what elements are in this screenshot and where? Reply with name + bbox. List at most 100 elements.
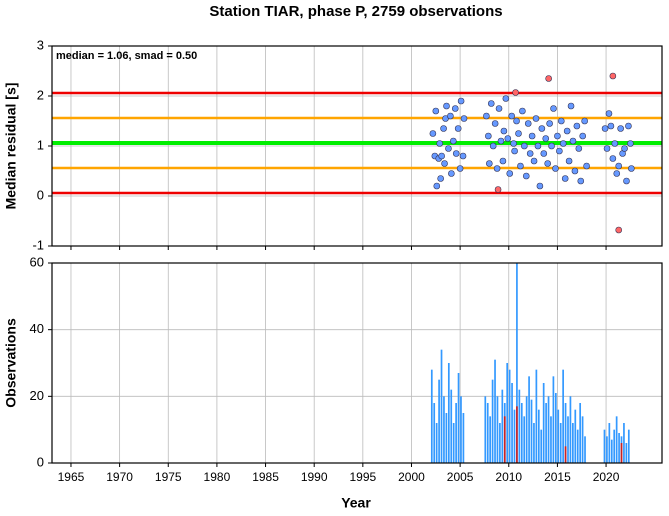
data-point bbox=[499, 157, 507, 165]
data-point bbox=[448, 170, 455, 177]
bar bbox=[443, 396, 445, 463]
bar bbox=[610, 439, 613, 463]
bar bbox=[625, 443, 628, 463]
data-point bbox=[497, 137, 505, 145]
bar bbox=[559, 423, 562, 463]
data-point bbox=[583, 162, 590, 170]
bar bbox=[569, 396, 572, 463]
bar bbox=[567, 416, 569, 463]
data-point bbox=[605, 110, 613, 117]
bar bbox=[557, 409, 560, 463]
bar bbox=[540, 429, 543, 463]
data-point bbox=[573, 122, 581, 130]
bar bbox=[447, 363, 450, 463]
bar bbox=[491, 379, 494, 463]
bar bbox=[579, 403, 582, 463]
bar bbox=[438, 379, 440, 463]
data-point bbox=[550, 105, 557, 112]
bar bbox=[445, 413, 448, 463]
bar bbox=[564, 403, 567, 463]
x-tick-label: 2005 bbox=[447, 470, 474, 484]
bar bbox=[562, 369, 564, 463]
data-point bbox=[441, 160, 448, 167]
bar bbox=[440, 349, 443, 463]
bar bbox=[615, 416, 618, 463]
bar bbox=[542, 383, 545, 463]
data-point bbox=[556, 147, 563, 155]
data-point bbox=[526, 150, 534, 157]
x-tick-label: 2010 bbox=[495, 470, 522, 484]
data-point bbox=[524, 120, 532, 127]
data-point bbox=[609, 72, 617, 80]
data-point bbox=[521, 142, 528, 150]
bar bbox=[462, 413, 465, 463]
bar bbox=[574, 409, 577, 463]
data-point bbox=[607, 122, 615, 130]
bar bbox=[603, 429, 606, 463]
data-point bbox=[603, 145, 611, 152]
data-point bbox=[511, 147, 518, 155]
data-point bbox=[450, 137, 457, 145]
data-point bbox=[510, 140, 517, 147]
bar bbox=[516, 406, 518, 463]
y-tick-label: 20 bbox=[30, 388, 44, 403]
bar bbox=[608, 423, 611, 463]
bar bbox=[433, 403, 436, 463]
x-tick-label: 1975 bbox=[155, 470, 182, 484]
data-point bbox=[561, 175, 569, 182]
data-point bbox=[613, 170, 621, 177]
data-point bbox=[545, 75, 552, 82]
data-point bbox=[528, 132, 536, 140]
x-tick-label: 2015 bbox=[544, 470, 571, 484]
data-point bbox=[609, 155, 617, 162]
data-point bbox=[530, 157, 538, 165]
bar bbox=[523, 416, 526, 463]
y-tick-label: 1 bbox=[37, 137, 44, 152]
data-point bbox=[579, 132, 587, 140]
bar bbox=[494, 359, 496, 463]
bar bbox=[623, 423, 625, 463]
chart-title: Station TIAR, phase P, 2759 observations bbox=[209, 3, 502, 20]
data-point bbox=[548, 142, 555, 150]
data-point bbox=[617, 125, 624, 132]
data-point bbox=[544, 160, 551, 167]
data-point bbox=[534, 142, 542, 150]
bar bbox=[484, 396, 487, 463]
bar bbox=[460, 396, 462, 463]
data-point bbox=[451, 105, 459, 112]
data-point bbox=[532, 115, 540, 122]
x-tick-label: 1990 bbox=[301, 470, 328, 484]
plot-frame bbox=[51, 45, 663, 247]
bar bbox=[513, 409, 516, 463]
data-point bbox=[517, 162, 524, 170]
bar bbox=[581, 416, 584, 463]
x-tick-label: 1970 bbox=[106, 470, 133, 484]
data-point bbox=[611, 140, 619, 147]
data-point bbox=[552, 165, 559, 172]
bar bbox=[516, 263, 518, 463]
bar bbox=[535, 369, 538, 463]
y-tick-label: 3 bbox=[37, 37, 44, 52]
x-tick-label: 1995 bbox=[349, 470, 376, 484]
y-axis-title: Observations bbox=[3, 318, 19, 408]
data-point bbox=[512, 89, 519, 96]
data-point bbox=[623, 177, 630, 185]
data-point bbox=[559, 140, 567, 147]
bar bbox=[627, 429, 630, 463]
bar bbox=[503, 416, 506, 463]
bar bbox=[613, 429, 616, 463]
data-point bbox=[601, 125, 609, 132]
data-point bbox=[542, 135, 550, 142]
bar bbox=[452, 423, 455, 463]
data-point bbox=[436, 140, 443, 147]
data-point bbox=[615, 226, 623, 234]
bar bbox=[511, 383, 513, 463]
data-point bbox=[443, 102, 450, 110]
data-point bbox=[429, 130, 437, 137]
data-point bbox=[565, 157, 573, 165]
bar bbox=[525, 396, 528, 463]
data-point bbox=[577, 177, 585, 185]
data-point bbox=[487, 100, 495, 107]
data-point bbox=[500, 127, 508, 135]
